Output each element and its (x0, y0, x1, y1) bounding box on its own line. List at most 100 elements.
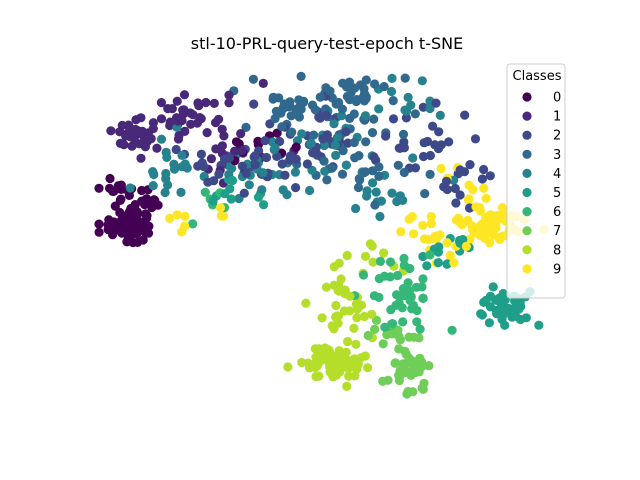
point-class-6 (418, 293, 428, 303)
point-class-9 (457, 220, 467, 230)
point-class-3 (277, 122, 287, 132)
point-class-9 (409, 229, 419, 239)
point-class-0 (231, 137, 242, 147)
point-class-3 (374, 162, 384, 172)
point-class-8 (335, 352, 345, 363)
point-class-4 (177, 150, 187, 160)
point-class-5 (488, 282, 498, 292)
point-class-3 (350, 83, 360, 93)
point-class-8 (342, 381, 352, 391)
legend-label-5: 5 (553, 186, 561, 201)
point-class-6 (387, 319, 398, 329)
point-class-5 (491, 305, 502, 316)
point-class-2 (250, 160, 260, 170)
point-class-4 (320, 166, 330, 176)
point-class-7 (363, 330, 373, 341)
point-class-6 (398, 317, 408, 327)
point-class-1 (131, 115, 141, 125)
point-class-2 (436, 140, 446, 150)
point-class-8 (352, 364, 362, 374)
legend-marker-2 (522, 130, 532, 140)
point-class-0 (132, 237, 143, 247)
point-class-3 (342, 91, 352, 102)
point-class-3 (327, 163, 337, 173)
point-class-3 (349, 137, 359, 148)
point-class-7 (370, 324, 380, 334)
point-class-4 (257, 185, 267, 195)
legend-marker-5 (522, 187, 532, 198)
point-class-4 (408, 153, 418, 163)
point-class-2 (219, 154, 230, 164)
point-class-3 (241, 122, 251, 132)
point-class-6 (403, 278, 413, 288)
point-class-1 (140, 142, 150, 152)
point-class-3 (248, 74, 258, 84)
legend-marker-9 (522, 264, 532, 274)
point-class-2 (341, 127, 351, 137)
point-class-9 (477, 228, 487, 238)
point-class-5 (259, 200, 269, 210)
point-class-1 (209, 98, 219, 108)
point-class-4 (387, 188, 397, 198)
point-class-4 (329, 119, 339, 129)
point-class-5 (495, 298, 506, 308)
point-class-7 (407, 358, 417, 368)
point-class-9 (426, 212, 436, 222)
point-class-8 (359, 311, 369, 322)
point-class-7 (390, 358, 401, 368)
point-class-9 (177, 227, 187, 237)
point-class-0 (108, 186, 118, 196)
point-class-3 (268, 94, 278, 104)
point-class-4 (156, 134, 167, 144)
point-class-8 (367, 309, 377, 319)
point-class-6 (358, 270, 369, 280)
point-class-7 (378, 339, 388, 349)
point-class-5 (226, 194, 236, 204)
point-class-3 (298, 97, 309, 107)
legend-marker-1 (522, 111, 532, 121)
point-class-4 (125, 183, 135, 193)
point-class-8 (333, 285, 343, 295)
point-class-5 (498, 288, 508, 299)
point-class-1 (194, 101, 204, 111)
point-class-2 (275, 136, 285, 147)
point-class-9 (479, 183, 489, 193)
point-class-1 (217, 124, 227, 134)
point-class-8 (352, 313, 362, 323)
point-class-5 (220, 189, 230, 199)
point-class-0 (94, 219, 104, 229)
point-class-4 (161, 147, 171, 157)
point-class-2 (261, 152, 272, 163)
point-class-1 (163, 104, 173, 114)
point-class-0 (150, 196, 160, 206)
point-class-8 (336, 274, 346, 284)
point-class-2 (249, 99, 259, 109)
point-class-9 (445, 250, 455, 260)
point-class-0 (105, 173, 115, 184)
point-class-6 (379, 271, 389, 281)
point-class-2 (239, 188, 249, 198)
point-class-8 (334, 346, 344, 356)
point-class-9 (463, 195, 473, 205)
point-class-8 (303, 358, 313, 368)
point-class-8 (325, 367, 335, 377)
legend-label-9: 9 (553, 262, 561, 277)
point-class-0 (128, 210, 138, 220)
point-class-2 (477, 174, 487, 184)
point-class-0 (116, 215, 126, 226)
point-class-3 (393, 160, 403, 170)
point-class-8 (328, 360, 338, 370)
point-class-5 (418, 251, 428, 262)
point-class-2 (410, 163, 421, 173)
point-class-8 (312, 361, 322, 371)
point-class-2 (302, 159, 312, 169)
point-class-2 (442, 184, 452, 195)
point-class-1 (201, 97, 211, 108)
point-class-0 (126, 203, 136, 214)
point-class-6 (399, 253, 409, 264)
chart-title: stl-10-PRL-query-test-epoch t-SNE (191, 34, 463, 53)
point-class-3 (345, 113, 355, 123)
point-class-7 (401, 349, 411, 359)
point-class-1 (186, 119, 196, 129)
